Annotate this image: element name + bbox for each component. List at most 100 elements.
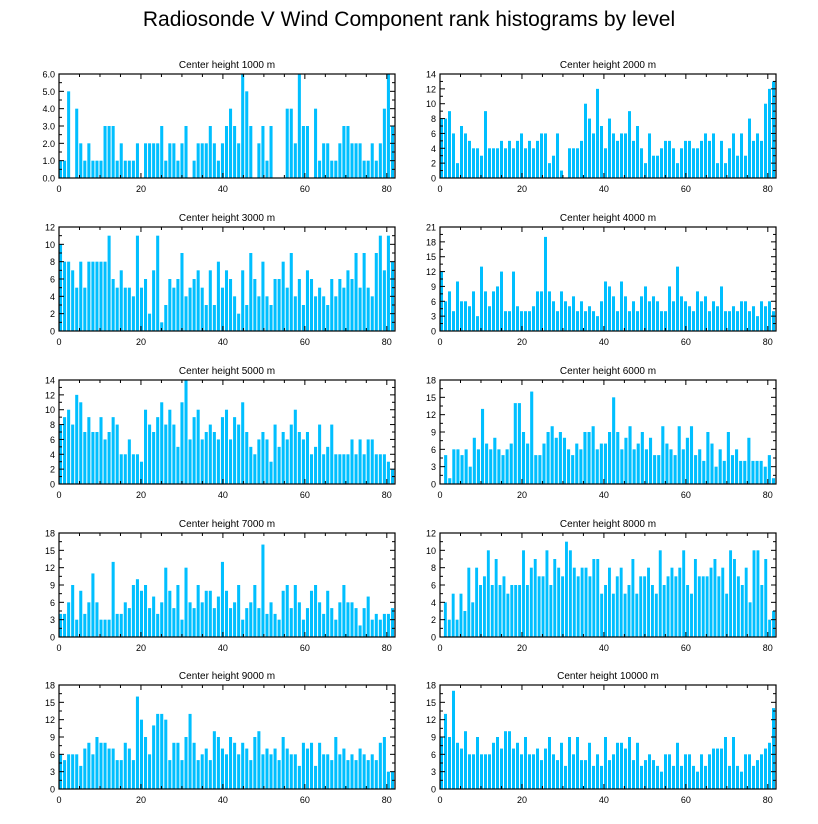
histogram-bar: [496, 737, 499, 789]
histogram-bar: [386, 613, 390, 637]
histogram-bar: [107, 748, 111, 789]
histogram-bar: [75, 394, 79, 484]
x-tick-label: 0: [437, 795, 442, 805]
histogram-bar: [95, 602, 99, 637]
histogram-bar: [652, 760, 655, 789]
histogram-bar: [314, 108, 318, 178]
histogram-bar: [148, 424, 152, 484]
histogram-bar: [444, 455, 448, 484]
histogram-bar: [627, 585, 631, 637]
histogram-bar: [764, 306, 767, 331]
histogram-bar: [568, 306, 571, 331]
histogram-bar: [152, 432, 156, 484]
histogram-bar: [184, 380, 188, 484]
subplot-title: Center height 4000 m: [560, 213, 656, 224]
histogram-bar: [460, 126, 463, 178]
histogram-bar: [63, 613, 67, 637]
histogram-bar: [285, 748, 289, 789]
histogram-bar: [537, 576, 541, 637]
histogram-bar: [103, 126, 107, 178]
histogram-bar: [196, 270, 200, 331]
histogram-bar: [455, 619, 459, 637]
histogram-bar: [188, 713, 192, 789]
histogram-bar: [639, 576, 643, 637]
y-tick-label: 9: [431, 282, 436, 292]
histogram-bar: [196, 760, 200, 789]
histogram-bar: [115, 160, 119, 178]
histogram-bar: [135, 454, 139, 484]
histogram-bar: [123, 454, 127, 484]
histogram-bar: [611, 593, 615, 637]
y-tick-label: 6: [431, 297, 436, 307]
histogram-bar: [204, 748, 208, 789]
histogram-bar: [752, 550, 756, 637]
histogram-bar: [696, 148, 699, 178]
histogram-bar: [63, 160, 67, 178]
histogram-bar: [358, 143, 362, 178]
histogram-bar: [233, 602, 237, 637]
histogram-bar: [257, 143, 261, 178]
histogram-bar: [362, 754, 366, 789]
histogram-bar: [632, 449, 636, 484]
histogram-bar: [755, 460, 759, 484]
histogram-bar: [309, 590, 314, 637]
x-tick-label: 0: [56, 490, 61, 500]
histogram-bar: [572, 148, 575, 178]
histogram-bar: [309, 279, 314, 331]
histogram-bar: [604, 148, 607, 178]
histogram-bar: [374, 454, 378, 484]
histogram-bar: [748, 118, 751, 178]
histogram-bar: [684, 301, 687, 331]
histogram-bar: [216, 596, 220, 637]
histogram-bar: [604, 737, 607, 789]
histogram-bar: [717, 576, 721, 637]
histogram-bar: [382, 454, 386, 484]
histogram-bar: [265, 160, 269, 178]
histogram-bar: [390, 608, 394, 637]
histogram-bar: [772, 611, 775, 637]
histogram-bar: [139, 287, 144, 331]
histogram-bar: [338, 754, 342, 789]
histogram-bar: [572, 567, 576, 637]
histogram-bar: [229, 737, 233, 789]
histogram-bar: [386, 771, 390, 789]
histogram-bar: [685, 437, 689, 484]
x-tick-label: 60: [300, 643, 310, 653]
histogram-bar: [241, 742, 245, 789]
histogram-bar: [95, 261, 99, 331]
histogram-bar: [180, 619, 184, 637]
histogram-bar: [588, 742, 591, 789]
histogram-bar: [584, 567, 588, 637]
histogram-bar: [338, 143, 342, 178]
histogram-bar: [326, 754, 330, 789]
y-tick-label: 2: [431, 159, 436, 169]
histogram-bar: [67, 261, 71, 331]
histogram-bar: [156, 713, 160, 789]
histogram-bar: [592, 311, 595, 331]
x-tick-label: 20: [136, 795, 146, 805]
histogram-bar: [497, 449, 501, 484]
histogram-bar: [508, 140, 511, 178]
histogram-bar: [322, 454, 326, 484]
histogram-bar: [600, 765, 603, 789]
histogram-bar: [632, 140, 635, 178]
histogram-bar: [366, 596, 370, 637]
histogram-bar: [544, 133, 547, 178]
histogram-bar: [261, 261, 265, 331]
histogram-bar: [733, 559, 736, 637]
histogram-bar: [588, 306, 591, 331]
histogram-bar: [532, 754, 535, 789]
histogram-bar: [624, 748, 627, 789]
histogram-bar: [624, 437, 628, 484]
histogram-bar: [668, 140, 671, 178]
y-tick-label: 0: [431, 174, 436, 184]
histogram-bar: [522, 550, 525, 637]
histogram-bar: [673, 455, 677, 484]
y-tick-label: 12: [426, 267, 436, 277]
x-tick-label: 80: [763, 337, 773, 347]
y-tick-label: 12: [426, 410, 436, 420]
histogram-bar: [681, 449, 685, 484]
histogram-bar: [99, 261, 103, 331]
histogram-bar: [494, 559, 498, 637]
histogram-bar: [456, 281, 459, 331]
